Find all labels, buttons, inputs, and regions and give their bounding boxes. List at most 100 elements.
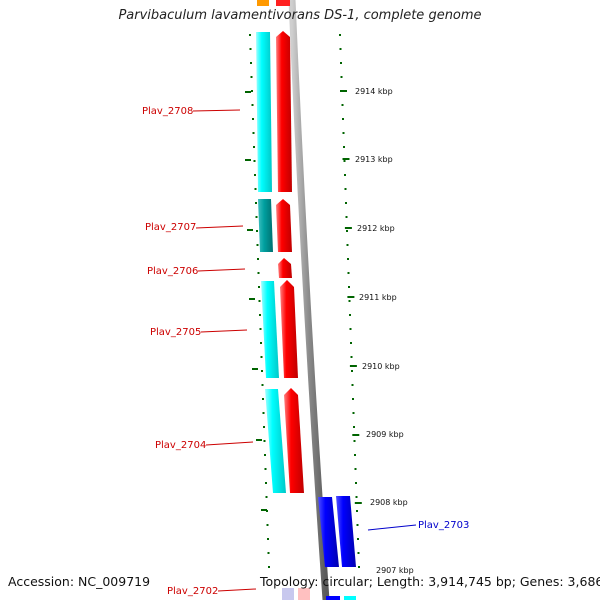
track-dot xyxy=(347,272,350,274)
track-dot xyxy=(349,314,351,316)
kbp-label: 2907 kbp xyxy=(376,566,414,575)
cds-arrow-2707 xyxy=(276,199,292,252)
track-dot xyxy=(344,188,347,190)
feature-cyan-bottom xyxy=(344,596,356,600)
track-dot xyxy=(345,202,347,204)
track-dot xyxy=(346,230,348,232)
track-dot xyxy=(339,34,341,36)
track-dot xyxy=(257,272,260,274)
gene-label[interactable]: Plav_2705 xyxy=(150,327,201,338)
gene-label[interactable]: Plav_2708 xyxy=(142,106,193,117)
gene-label[interactable]: Plav_2706 xyxy=(147,266,198,277)
orf-block-2705 xyxy=(261,281,279,378)
track-dot xyxy=(267,552,270,554)
tick-dot-track xyxy=(249,34,360,568)
track-dot xyxy=(251,90,253,92)
track-dot xyxy=(344,174,346,176)
track-dot xyxy=(262,398,264,400)
scale-labels: 2914 kbp 2913 kbp 2912 kbp 2911 kbp 2910… xyxy=(355,87,414,575)
cds-arrow-2706 xyxy=(278,258,292,278)
orf-block-2704 xyxy=(265,389,286,493)
track-dot xyxy=(267,538,269,540)
track-dot xyxy=(255,202,257,204)
gene-label[interactable]: Plav_2704 xyxy=(155,440,206,451)
gene-labels: Plav_2708 Plav_2707 Plav_2706 Plav_2705 … xyxy=(142,106,469,597)
leader-2703 xyxy=(367,524,417,531)
label-leaders xyxy=(192,109,417,592)
track-dot xyxy=(355,482,357,484)
track-dot xyxy=(343,146,345,148)
track-dot xyxy=(357,552,360,554)
track-dot xyxy=(356,510,358,512)
orf-block-2707 xyxy=(258,199,273,252)
cds-block-2703-a xyxy=(318,497,339,567)
track-dot xyxy=(351,384,354,386)
track-dot xyxy=(265,496,268,498)
track-dot xyxy=(353,426,355,428)
track-dot xyxy=(340,62,342,64)
cds-arrow-2705 xyxy=(280,280,298,378)
track-dot xyxy=(264,468,267,470)
track-dot xyxy=(261,370,263,372)
track-dot xyxy=(265,482,267,484)
feature-pink-bottom xyxy=(298,588,310,600)
track-dot xyxy=(251,104,254,106)
feature-blue-bottom xyxy=(326,596,340,600)
track-dot xyxy=(252,132,255,134)
track-dot xyxy=(258,300,261,302)
track-dot xyxy=(268,566,270,568)
track-dot xyxy=(262,412,265,414)
track-dot xyxy=(353,440,356,442)
track-dot xyxy=(348,300,351,302)
track-dot xyxy=(256,230,258,232)
tick-marks xyxy=(340,90,362,504)
orf-block-2708 xyxy=(256,32,272,192)
accession-text: Accession: NC_009719 xyxy=(8,574,151,589)
leader-2706 xyxy=(197,268,246,272)
left-tick-dashes xyxy=(245,91,267,511)
gene-label[interactable]: Plav_2703 xyxy=(418,520,469,531)
track-dot xyxy=(351,370,353,372)
track-dot xyxy=(266,524,269,526)
track-dot xyxy=(352,412,355,414)
track-dot xyxy=(252,118,254,120)
track-dot xyxy=(349,328,352,330)
feature-orange-top xyxy=(257,0,269,6)
track-dot xyxy=(263,440,266,442)
gene-label[interactable]: Plav_2707 xyxy=(145,222,196,233)
track-dot xyxy=(339,48,342,50)
cds-arrow-2704 xyxy=(284,388,304,493)
feature-lavender-bottom xyxy=(282,588,294,600)
track-dot xyxy=(259,328,262,330)
map-title: Parvibaculum lavamentivorans DS-1, compl… xyxy=(118,8,482,23)
track-dot xyxy=(342,118,344,120)
track-dot xyxy=(255,216,258,218)
track-dot xyxy=(358,566,360,568)
cds-arrow-2708 xyxy=(276,31,292,192)
kbp-label: 2913 kbp xyxy=(355,155,393,164)
track-dot xyxy=(253,146,255,148)
leader-2707 xyxy=(195,225,244,229)
feature-red-top xyxy=(276,0,290,6)
cds-block-2703-b xyxy=(336,496,356,567)
kbp-label: 2914 kbp xyxy=(355,87,393,96)
track-dot xyxy=(346,244,349,246)
track-dot xyxy=(257,258,259,260)
track-dot xyxy=(356,524,359,526)
track-dot xyxy=(355,496,358,498)
gene-label[interactable]: Plav_2702 xyxy=(167,586,218,597)
track-dot xyxy=(342,132,345,134)
track-dot xyxy=(249,48,252,50)
track-dot xyxy=(350,342,352,344)
genome-summary-text: Topology: circular; Length: 3,914,745 bp… xyxy=(260,574,600,589)
kbp-label: 2911 kbp xyxy=(359,293,397,302)
track-dot xyxy=(261,384,264,386)
track-dot xyxy=(352,398,354,400)
track-dot xyxy=(253,160,256,162)
kbp-label: 2912 kbp xyxy=(357,224,395,233)
track-dot xyxy=(345,216,348,218)
track-dot xyxy=(256,244,259,246)
track-dot xyxy=(258,286,260,288)
